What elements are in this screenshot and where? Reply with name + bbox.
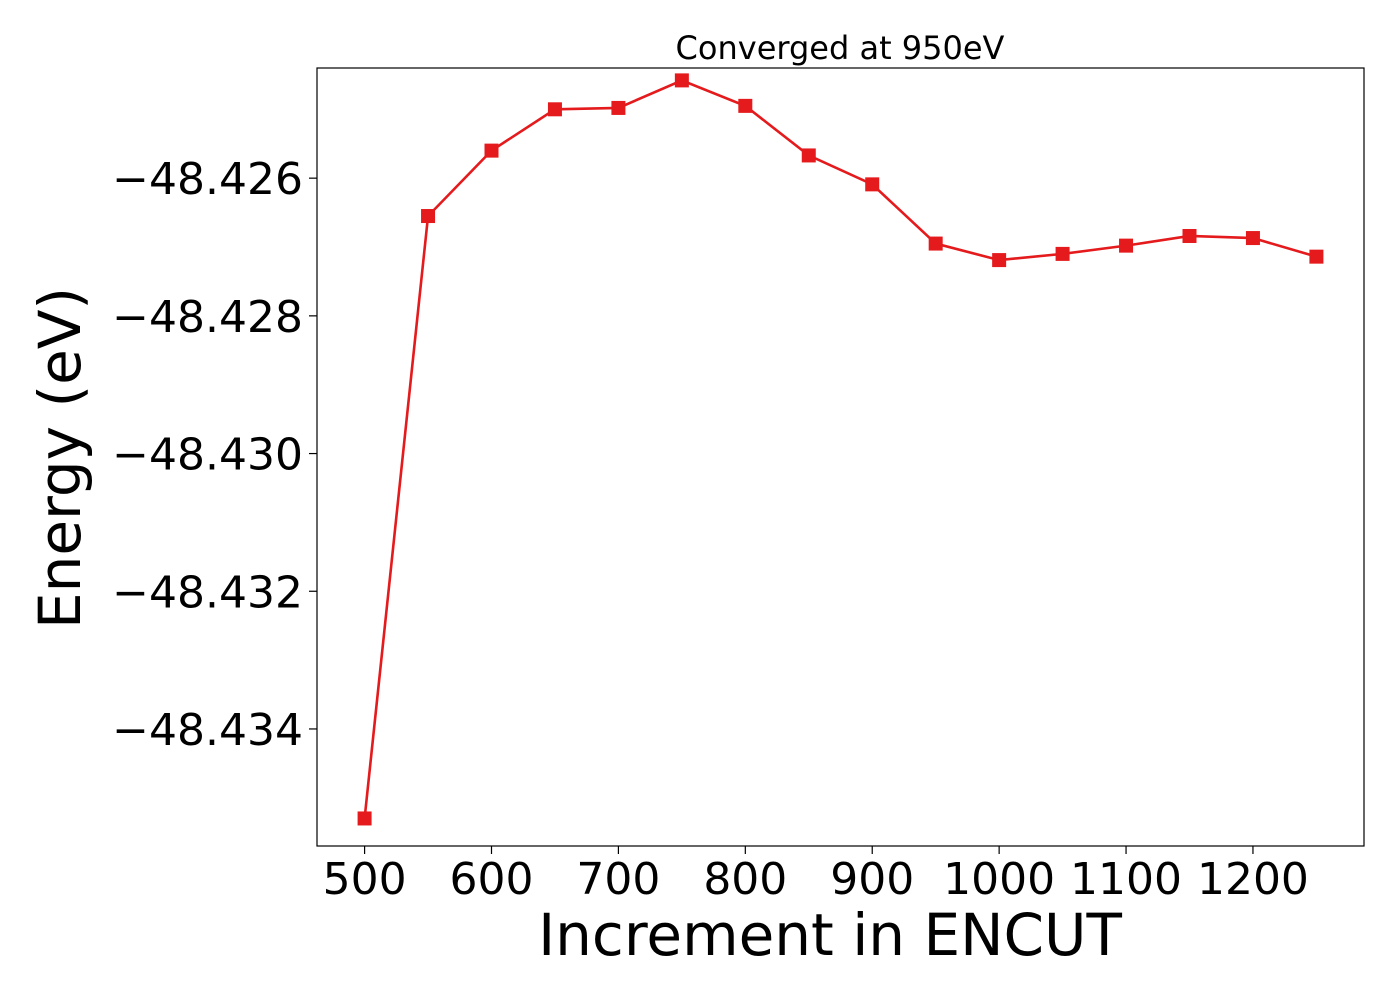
data-point	[674, 73, 689, 88]
y-tick-label: −48.432	[112, 567, 303, 618]
data-point	[801, 148, 816, 163]
x-axis-label: Increment in ENCUT	[538, 901, 1122, 969]
data-point	[357, 811, 372, 826]
y-axis-ticks: −48.426 −48.428 −48.430 −48.432 −48.434	[112, 154, 317, 756]
data-point	[865, 177, 880, 192]
plot-area	[357, 73, 1324, 826]
x-tick-label: 1100	[1070, 854, 1182, 905]
data-point	[1309, 249, 1324, 264]
data-point	[421, 209, 436, 224]
data-point	[611, 100, 626, 115]
x-tick-label: 500	[323, 854, 407, 905]
x-tick-label: 600	[450, 854, 534, 905]
data-point	[547, 102, 562, 117]
series-line	[363, 78, 1317, 819]
data-point	[992, 253, 1007, 268]
y-tick-label: −48.426	[112, 154, 303, 205]
plot-frame	[316, 67, 1365, 847]
data-point	[928, 236, 943, 251]
x-tick-label: 1200	[1197, 854, 1309, 905]
y-tick-label: −48.428	[112, 292, 303, 343]
chart-title: Converged at 950eV	[676, 29, 1005, 67]
y-tick-label: −48.430	[112, 430, 303, 481]
data-point	[738, 98, 753, 113]
data-point	[1245, 231, 1260, 246]
data-point	[1182, 228, 1197, 243]
x-tick-label: 900	[830, 854, 914, 905]
data-point	[484, 143, 499, 158]
x-tick-label: 700	[576, 854, 660, 905]
data-point	[1119, 238, 1134, 253]
y-tick-label: −48.434	[112, 705, 303, 756]
x-tick-label: 800	[703, 854, 787, 905]
data-point	[1055, 246, 1070, 261]
y-axis-label: Energy (eV)	[26, 287, 94, 629]
x-tick-label: 1000	[943, 854, 1055, 905]
x-axis-ticks: 500 600 700 800 900 1000 1100 1200	[323, 846, 1309, 905]
